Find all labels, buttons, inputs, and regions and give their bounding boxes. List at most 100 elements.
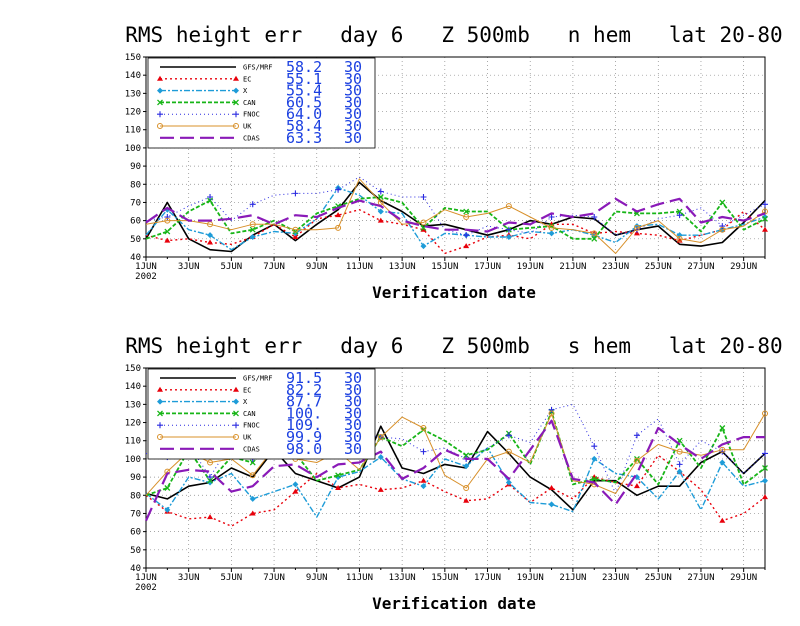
data-point-fnoc xyxy=(505,432,512,439)
data-point-can xyxy=(164,228,171,235)
x-tick-label-line: 9JUN xyxy=(306,573,328,583)
legend-series-count: 30 xyxy=(344,117,362,135)
x-tick-label: 1JUN 2002 xyxy=(135,262,157,282)
data-point-fnoc xyxy=(676,212,683,219)
data-point-uk xyxy=(676,448,683,455)
data-point-uk xyxy=(207,459,214,466)
y-tick-label: 60 xyxy=(130,528,141,538)
x-tick-label: 23JUN xyxy=(602,262,629,272)
legend-series-mean: 63.3 xyxy=(286,129,322,147)
data-point-uk xyxy=(719,446,726,453)
data-point-x xyxy=(420,483,427,490)
series-line-ec xyxy=(145,208,766,255)
data-point-can xyxy=(463,208,470,215)
chart-title: RMS height err day 6 Z 500mb s hem lat 2… xyxy=(125,334,782,358)
series-line-can xyxy=(145,410,766,497)
legend-marker xyxy=(233,410,239,417)
chart-panel-south: RMS height err day 6 Z 500mb s hem lat 2… xyxy=(125,334,783,613)
x-tick-label: 13JUN xyxy=(389,573,416,583)
legend-series-count: 30 xyxy=(344,404,362,422)
x-tick-label-line: 21JUN xyxy=(559,573,586,583)
legend-marker xyxy=(233,111,239,118)
data-point-uk xyxy=(505,448,512,455)
chart-title: RMS height err day 6 Z 500mb n hem lat 2… xyxy=(125,23,782,47)
series-group xyxy=(145,176,768,255)
data-point-ec xyxy=(420,477,427,483)
legend-series-name: CAN xyxy=(243,410,256,418)
x-tick-label: 27JUN xyxy=(687,573,714,583)
data-point-can xyxy=(591,235,598,242)
x-tick-label-line: 13JUN xyxy=(389,573,416,583)
x-tick-label-line: 13JUN xyxy=(389,262,416,272)
legend-marker xyxy=(233,398,239,405)
x-tick-label-line: 7JUN xyxy=(263,262,285,272)
data-point-uk xyxy=(463,214,470,220)
legend-series-name: GFS/MRF xyxy=(243,375,273,383)
x-tick-label-line: 2002 xyxy=(135,583,157,593)
data-point-uk xyxy=(633,224,640,231)
series-line-x xyxy=(145,187,766,251)
legend-series-name: CAN xyxy=(243,99,256,107)
y-tick-label: 70 xyxy=(130,198,141,208)
data-point-fnoc xyxy=(505,226,512,233)
x-tick-label-line: 17JUN xyxy=(474,262,501,272)
y-tick-label: 110 xyxy=(125,437,141,447)
data-point-can xyxy=(762,465,768,471)
data-point-x xyxy=(292,481,299,488)
data-point-x xyxy=(377,454,384,461)
legend-series-name: X xyxy=(243,87,248,95)
y-tick-label: 90 xyxy=(130,473,141,483)
series-line-x xyxy=(145,447,766,518)
x-tick-label: 3JUN xyxy=(178,573,200,583)
legend-marker xyxy=(233,434,239,440)
legend-series-mean: 58.4 xyxy=(286,117,322,135)
data-point-uk xyxy=(548,224,555,231)
x-tick-label-line: 3JUN xyxy=(178,262,200,272)
x-tick-label: 29JUN xyxy=(730,262,757,272)
data-point-fnoc xyxy=(676,461,683,468)
x-tick-label-line: 23JUN xyxy=(602,262,629,272)
x-tick-label-line: 7JUN xyxy=(263,573,285,583)
x-tick-label-line: 5JUN xyxy=(221,262,243,272)
x-tick-label-line: 17JUN xyxy=(474,573,501,583)
data-point-can xyxy=(335,472,342,479)
legend-series-count: 30 xyxy=(344,70,362,88)
legend-series-count: 30 xyxy=(344,105,362,123)
legend: GFS/MRF 58.2 30 EC 55.1 30 X 55.4 30 CAN 60.5 30 FNO… xyxy=(147,57,376,149)
x-tick-label-line: 11JUN xyxy=(346,262,373,272)
legend-series-mean: 91.5 xyxy=(286,369,322,387)
legend-series-count: 30 xyxy=(344,93,362,111)
legend-series-mean: 55.4 xyxy=(286,82,322,100)
data-point-ec xyxy=(762,226,768,232)
data-point-uk xyxy=(676,235,683,242)
x-tick-label-line: 29JUN xyxy=(730,573,757,583)
series-line-fnoc xyxy=(145,176,766,236)
data-point-x xyxy=(548,501,555,508)
y-tick-label: 140 xyxy=(125,382,141,392)
data-point-ec xyxy=(292,488,299,494)
legend-series-mean: 109. xyxy=(286,416,322,434)
y-tick-label: 70 xyxy=(130,509,141,519)
x-tick-label: 1JUN 2002 xyxy=(135,573,157,593)
y-tick-label: 150 xyxy=(125,53,141,63)
data-point-ec xyxy=(463,497,470,503)
x-tick-label: 7JUN xyxy=(263,262,285,272)
x-tick-label-line: 3JUN xyxy=(178,573,200,583)
x-tick-label: 11JUN xyxy=(346,262,373,272)
legend-series-mean: 87.7 xyxy=(286,393,322,411)
y-tick-label: 150 xyxy=(125,364,141,374)
data-point-fnoc xyxy=(207,474,214,481)
x-tick-label-line: 23JUN xyxy=(602,573,629,583)
y-tick-label: 50 xyxy=(130,546,141,556)
y-tick-label: 120 xyxy=(125,419,141,429)
data-point-uk xyxy=(762,410,768,417)
legend: GFS/MRF 91.5 30 EC 82.2 30 X 87.7 30 CAN 100. 30 FNO… xyxy=(147,368,376,460)
data-point-uk xyxy=(505,203,512,210)
chart-panel-north: RMS height err day 6 Z 500mb n hem lat 2… xyxy=(125,23,783,302)
data-point-uk xyxy=(548,410,555,417)
data-point-fnoc xyxy=(377,188,384,195)
data-point-can xyxy=(249,459,256,466)
data-point-uk xyxy=(719,226,726,233)
y-tick-label: 100 xyxy=(125,455,141,465)
data-point-ec xyxy=(207,514,214,520)
